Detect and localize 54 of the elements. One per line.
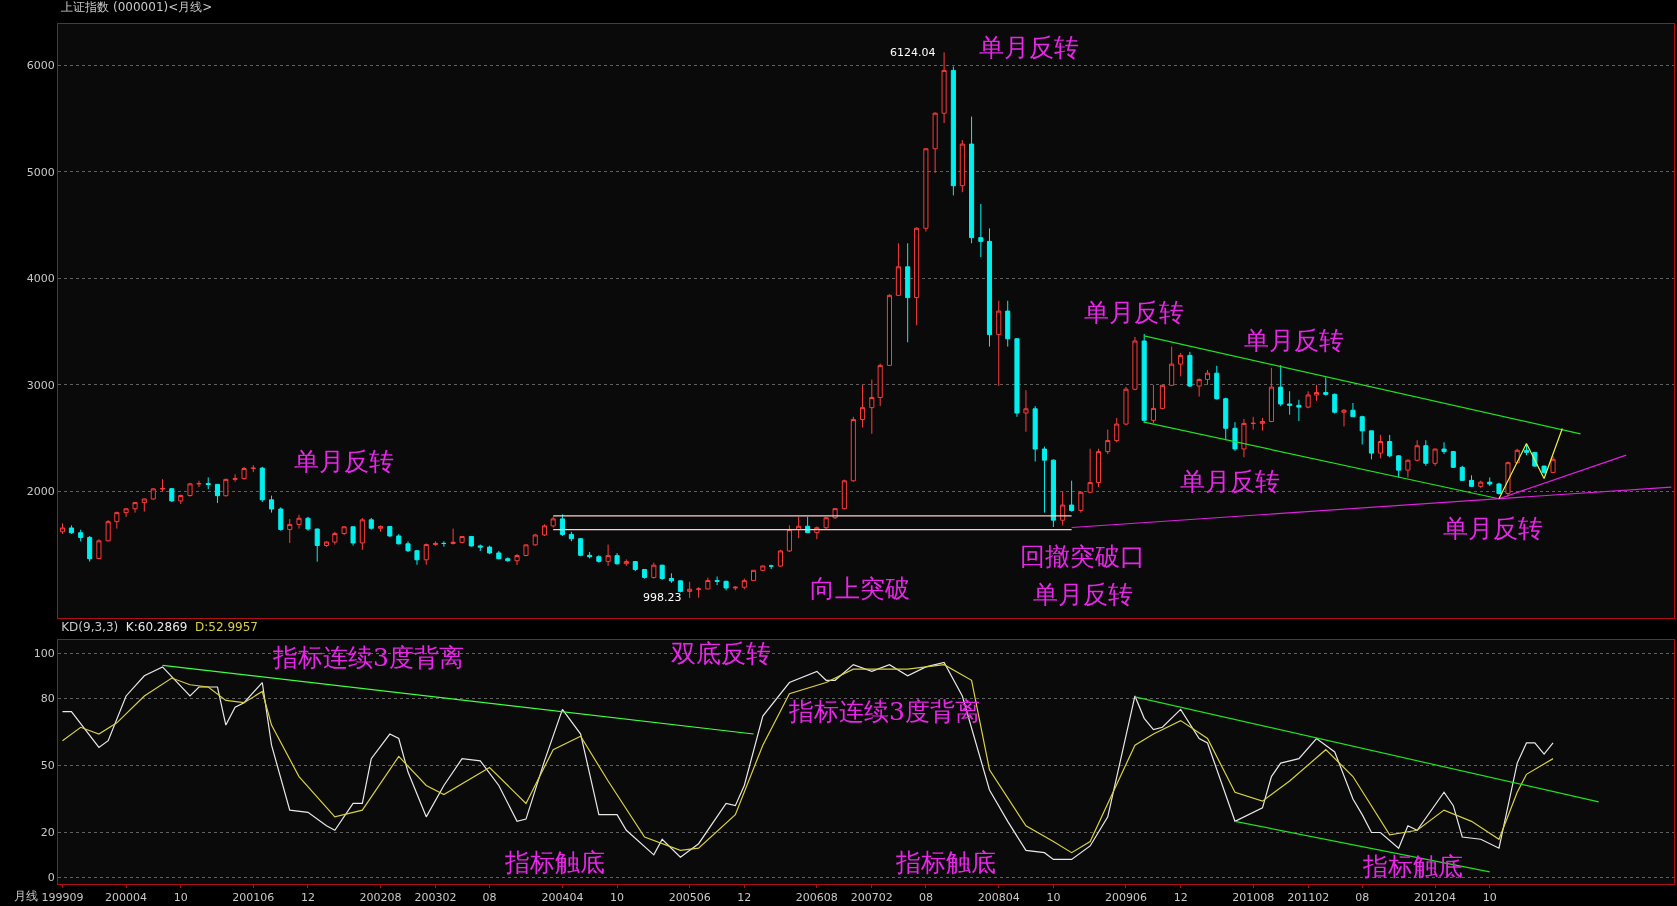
x-tick-label: 201102	[1287, 891, 1330, 905]
x-tick-label: 200906	[1104, 891, 1147, 905]
x-tick-label: 10	[1046, 891, 1061, 905]
annotation: 单月反转	[294, 447, 394, 476]
x-tick-label: 200004	[105, 891, 148, 905]
annotation: 6124.04	[890, 46, 936, 59]
x-axis-title: 月线	[14, 889, 38, 903]
y-tick-label: 6000	[26, 59, 55, 73]
chart-title: 上证指数 (000001)<月线>	[61, 0, 213, 15]
x-tick-label: 12	[737, 891, 752, 905]
annotation: 指标触底	[504, 848, 605, 877]
annotation: 指标触底	[895, 848, 996, 877]
y-tick-label: 5000	[26, 165, 55, 179]
y-tick-label: 3000	[26, 378, 55, 392]
x-tick-label: 200208	[359, 891, 402, 905]
chart-title: KD(9,3,3)	[61, 620, 119, 635]
y-tick-label: 20	[40, 826, 55, 840]
y-tick-label: 0	[47, 871, 55, 885]
annotation: 单月反转	[1033, 580, 1133, 609]
annotation: 向上突破	[810, 574, 910, 603]
x-tick-label: 201008	[1232, 891, 1275, 905]
y-tick-label: 2000	[26, 485, 55, 499]
x-tick-label: 12	[1173, 891, 1188, 905]
annotation: 998.23	[643, 591, 682, 604]
x-tick-label: 08	[918, 891, 933, 905]
text: K:60.2869	[125, 620, 188, 635]
x-tick-label: 201204	[1414, 891, 1457, 905]
x-tick-label: 200404	[541, 891, 584, 905]
annotation: 回撤突破口	[1020, 542, 1145, 571]
x-tick-label: 10	[610, 891, 625, 905]
x-tick-label: 200804	[977, 891, 1020, 905]
x-tick-label: 200106	[232, 891, 275, 905]
x-tick-label: 08	[482, 891, 497, 905]
y-tick-label: 4000	[26, 272, 55, 286]
x-tick-label: 200702	[850, 891, 893, 905]
annotation: 单月反转	[1443, 514, 1543, 543]
y-tick-label: 80	[40, 692, 55, 706]
annotation: 单月反转	[1244, 326, 1344, 355]
annotation: 指标连续3度背离	[272, 643, 464, 672]
y-tick-label: 50	[40, 759, 55, 773]
x-tick-label: 199909	[41, 891, 84, 905]
x-tick-label: 10	[1482, 891, 1497, 905]
y-tick-label: 100	[33, 647, 55, 661]
x-tick-label: 200608	[795, 891, 838, 905]
x-tick-label: 08	[1355, 891, 1370, 905]
annotation: 单月反转	[1180, 467, 1280, 496]
annotation: 双底反转	[671, 639, 771, 668]
x-tick-label: 12	[300, 891, 315, 905]
text: D:52.9957	[195, 620, 258, 635]
annotation: 单月反转	[979, 33, 1079, 62]
x-tick-label: 200302	[414, 891, 457, 905]
x-tick-label: 10	[173, 891, 188, 905]
annotation: 单月反转	[1084, 298, 1184, 327]
x-tick-label: 200506	[668, 891, 711, 905]
